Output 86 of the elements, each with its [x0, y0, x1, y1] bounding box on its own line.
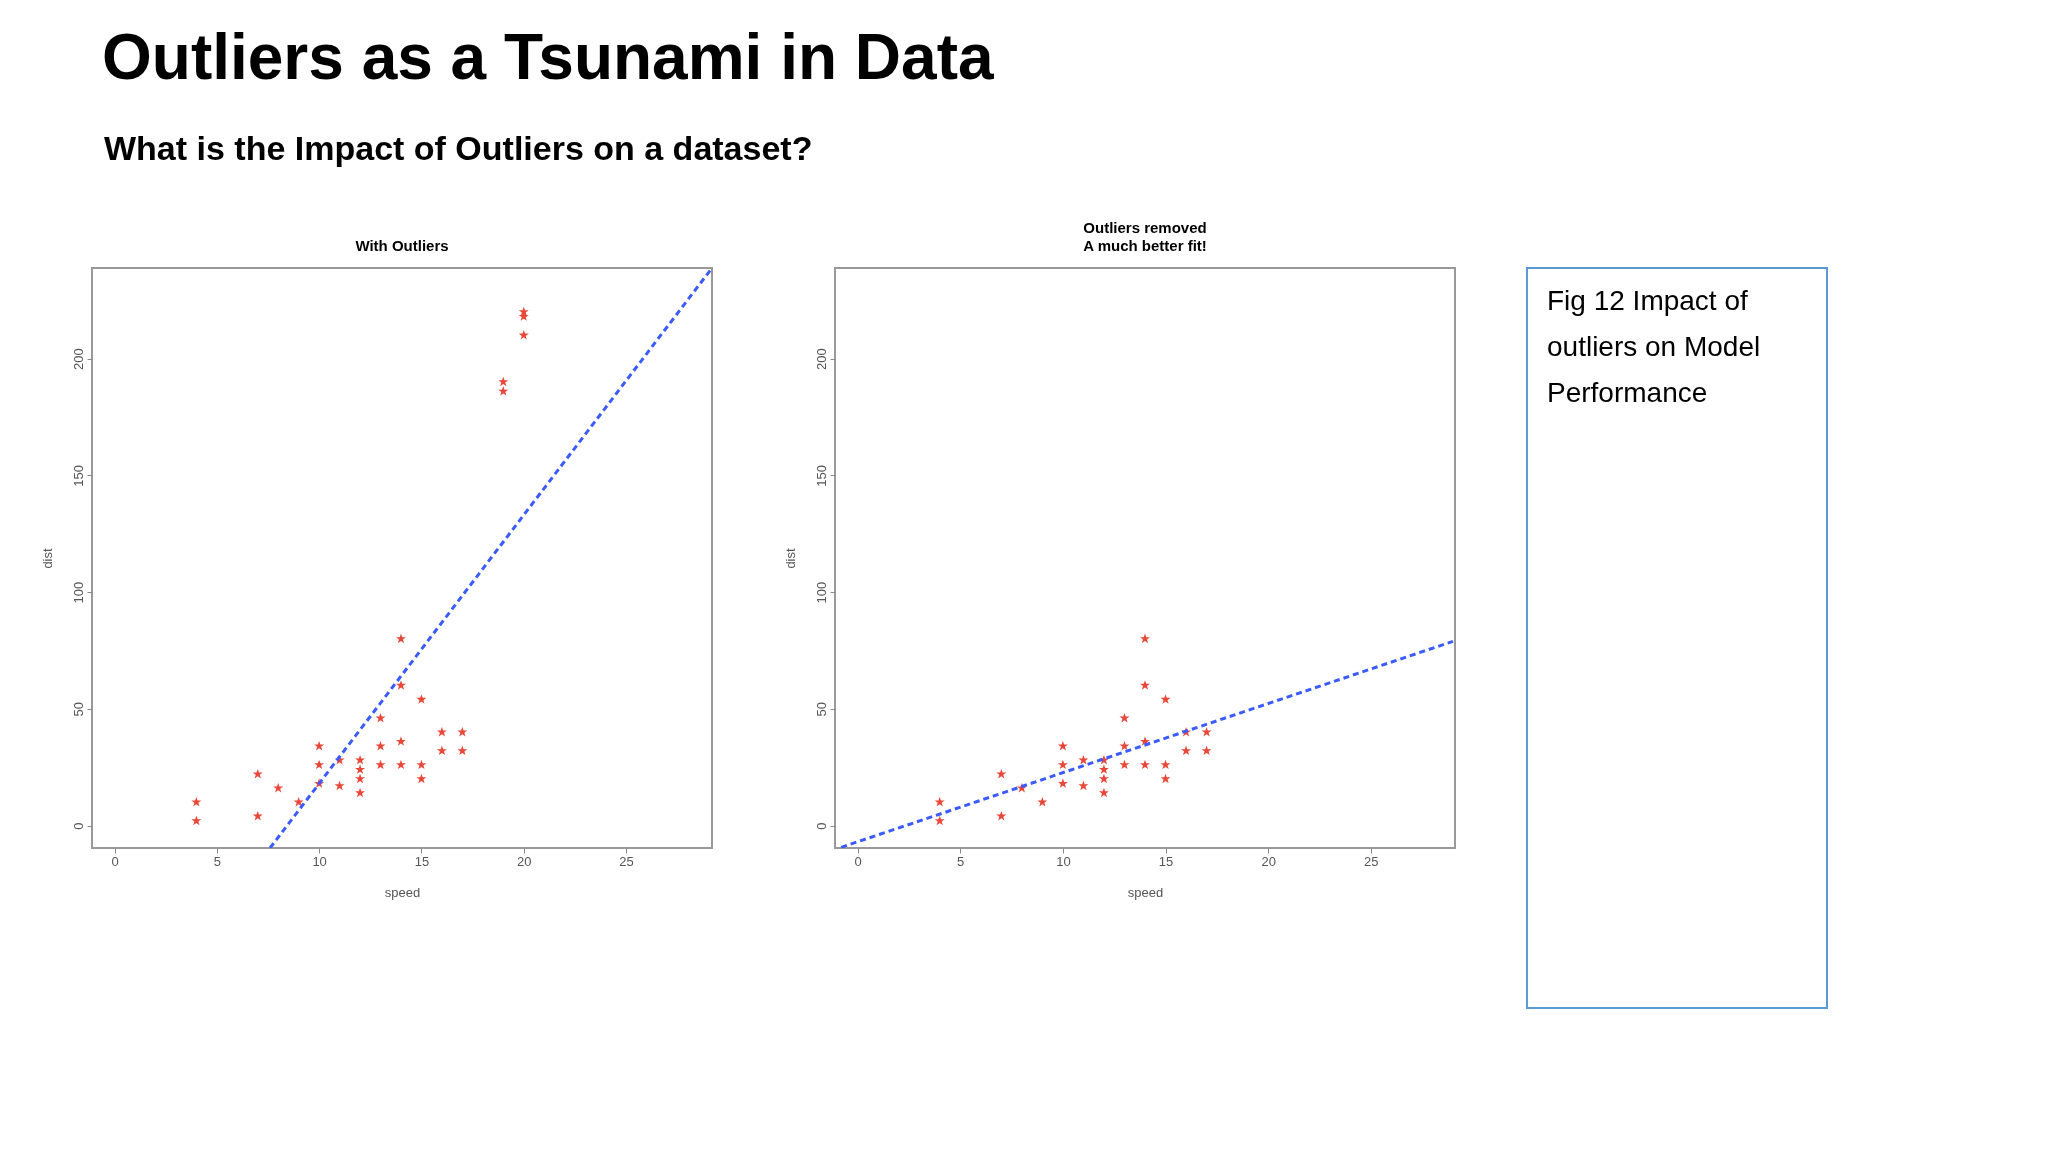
y-tick-label: 150	[70, 464, 86, 487]
point	[1201, 745, 1212, 756]
point	[252, 811, 263, 821]
point	[355, 764, 366, 774]
point	[375, 740, 386, 751]
x-tick-label: 10	[312, 853, 327, 869]
point	[355, 787, 366, 798]
point	[1098, 773, 1109, 784]
x-axis-title: speed	[384, 884, 421, 900]
point	[273, 782, 284, 793]
point	[996, 811, 1007, 821]
point	[457, 726, 468, 737]
point	[996, 768, 1007, 779]
text: Outliers as a Tsunami in Data	[102, 21, 994, 93]
point	[355, 754, 366, 765]
x-tick-label: 5	[213, 853, 221, 869]
point	[1078, 780, 1089, 791]
point	[1140, 680, 1150, 690]
point	[1057, 740, 1068, 751]
point	[436, 726, 447, 737]
x-tick-label: 20	[1261, 853, 1276, 869]
point	[252, 768, 263, 779]
y-tick-label: 50	[813, 702, 829, 717]
y-tick-label: 0	[70, 822, 86, 830]
point	[1119, 740, 1130, 751]
point	[416, 694, 427, 704]
point	[375, 759, 386, 770]
point	[457, 745, 468, 756]
chart-title: Outliers removed	[1083, 219, 1207, 236]
point	[436, 745, 447, 756]
point	[498, 376, 509, 387]
point	[191, 815, 202, 826]
x-tick-label: 5	[957, 853, 965, 869]
point	[395, 633, 406, 644]
point	[1201, 726, 1212, 737]
y-tick-label: 100	[70, 581, 86, 604]
chart-subtitle: A much better fit!	[1083, 237, 1207, 254]
y-tick-label: 200	[813, 348, 829, 370]
point	[334, 780, 345, 791]
x-tick-label: 15	[1158, 853, 1174, 869]
point	[395, 759, 406, 770]
point	[355, 773, 366, 784]
point	[518, 330, 529, 340]
caption: Fig 12 Impact of outliers on Model Performance	[1547, 285, 1761, 408]
point	[1119, 759, 1130, 770]
x-axis-title: speed	[1127, 884, 1164, 900]
point	[1160, 773, 1171, 784]
y-tick-label: 200	[70, 348, 86, 370]
point	[375, 712, 386, 723]
chart-title: With Outliers	[355, 237, 449, 254]
point	[1140, 759, 1150, 770]
point	[416, 759, 427, 770]
y-tick-label: 150	[813, 464, 829, 487]
point	[1181, 745, 1192, 756]
point	[416, 773, 427, 784]
text: What is the Impact of Outliers on a dataset?	[104, 129, 813, 167]
point	[1098, 764, 1109, 774]
y-tick-label: 0	[813, 822, 829, 830]
x-tick-label: 0	[854, 853, 862, 869]
point	[395, 680, 406, 690]
point	[314, 740, 325, 751]
x-tick-label: 15	[414, 853, 430, 869]
y-axis-title: dist	[782, 548, 798, 569]
point	[191, 796, 202, 807]
y-tick-label: 100	[813, 581, 829, 604]
point	[293, 796, 304, 807]
point	[1160, 759, 1171, 770]
point	[1078, 754, 1089, 765]
point	[1119, 712, 1130, 723]
point	[1140, 633, 1150, 644]
x-tick-label: 0	[111, 853, 119, 869]
x-tick-label: 25	[1364, 853, 1379, 869]
point	[1160, 694, 1171, 704]
x-tick-label: 20	[517, 853, 532, 869]
point	[1098, 787, 1109, 798]
point	[1057, 778, 1068, 788]
y-tick-label: 50	[70, 702, 86, 717]
x-tick-label: 25	[619, 853, 634, 869]
point	[498, 386, 509, 396]
point	[314, 759, 325, 770]
x-tick-label: 10	[1056, 853, 1071, 869]
point	[1037, 796, 1048, 807]
point	[1057, 759, 1068, 770]
y-axis-title: dist	[39, 548, 55, 569]
point	[395, 736, 406, 746]
point	[934, 815, 945, 826]
